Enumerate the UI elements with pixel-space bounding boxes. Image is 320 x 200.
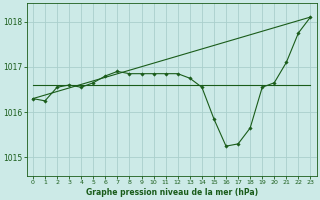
X-axis label: Graphe pression niveau de la mer (hPa): Graphe pression niveau de la mer (hPa) — [86, 188, 258, 197]
